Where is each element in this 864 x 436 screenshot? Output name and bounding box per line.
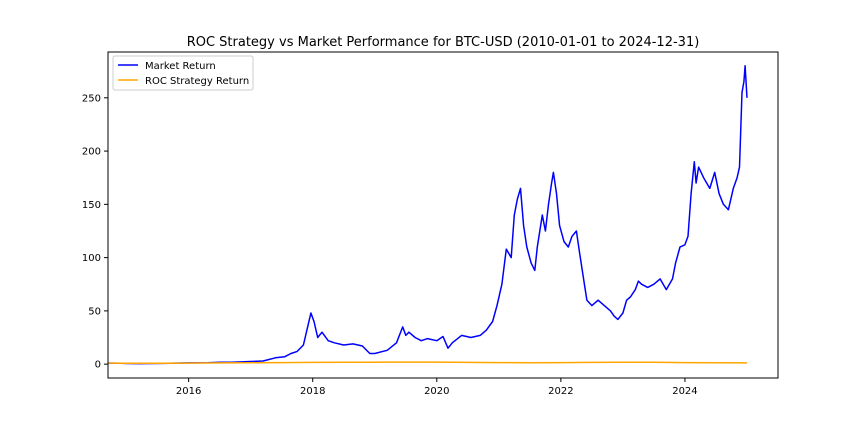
legend-box [112,55,254,91]
y-tick-label: 0 [95,360,101,371]
legend-label-roc-strategy-return: ROC Strategy Return [145,76,249,87]
x-tick-label: 2022 [548,386,573,397]
legend: Market Return ROC Strategy Return [112,55,254,91]
x-tick-label: 2024 [672,386,697,397]
y-tick-label: 100 [82,253,101,264]
x-tick-label: 2018 [300,386,325,397]
chart-title: ROC Strategy vs Market Performance for B… [187,35,700,50]
roc-strategy-return-line [108,361,748,365]
plot-area-frame [107,51,779,379]
x-tick-label: 2016 [176,386,201,397]
legend-label-market-return: Market Return [145,61,216,72]
y-tick-label: 250 [82,93,101,104]
x-axis: 2016 2018 2020 2022 2024 [176,378,698,397]
plot-lines [108,65,748,365]
y-axis: 0 50 100 150 200 250 [82,93,108,371]
y-tick-label: 150 [82,200,101,211]
y-tick-label: 200 [82,147,101,158]
y-tick-label: 50 [88,306,101,317]
market-return-line [108,65,748,365]
x-tick-label: 2020 [424,386,449,397]
